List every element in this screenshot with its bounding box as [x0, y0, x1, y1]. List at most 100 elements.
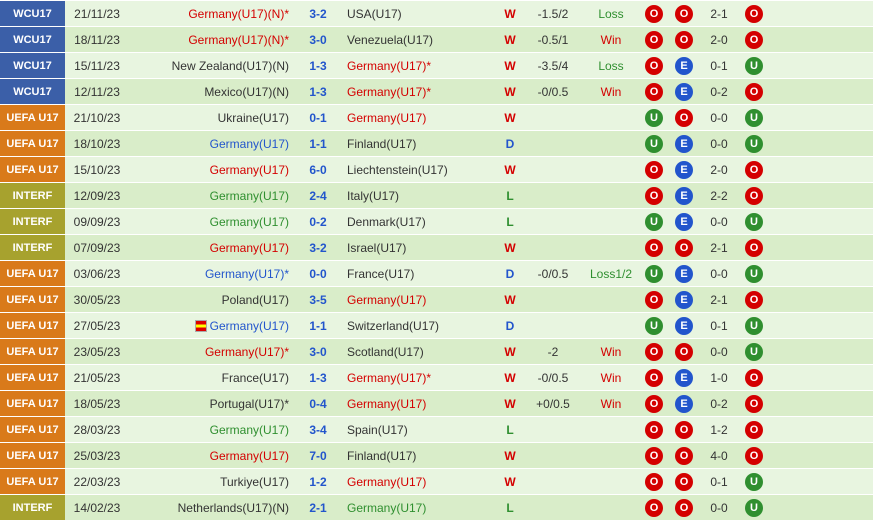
competition-badge[interactable]: INTERF	[0, 495, 65, 520]
score[interactable]: 6-0	[295, 163, 341, 177]
competition-badge[interactable]: UEFA U17	[0, 157, 65, 182]
score[interactable]: 1-1	[295, 319, 341, 333]
competition-badge[interactable]: UEFA U17	[0, 105, 65, 130]
home-team[interactable]: Mexico(U17)(N)	[129, 85, 295, 99]
home-team[interactable]: Germany(U17)	[129, 319, 295, 333]
match-row[interactable]: UEFA U1730/05/23Poland(U17)3-5Germany(U1…	[0, 286, 873, 312]
away-team[interactable]: Germany(U17)*	[341, 85, 497, 99]
competition-badge[interactable]: UEFA U17	[0, 339, 65, 364]
home-team[interactable]: Germany(U17)	[129, 215, 295, 229]
competition-badge[interactable]: UEFA U17	[0, 287, 65, 312]
match-row[interactable]: INTERF12/09/23Germany(U17)2-4Italy(U17)L…	[0, 182, 873, 208]
score[interactable]: 1-3	[295, 85, 341, 99]
away-team[interactable]: France(U17)	[341, 267, 497, 281]
match-row[interactable]: INTERF09/09/23Germany(U17)0-2Denmark(U17…	[0, 208, 873, 234]
away-team[interactable]: Denmark(U17)	[341, 215, 497, 229]
score[interactable]: 3-0	[295, 33, 341, 47]
away-team[interactable]: Spain(U17)	[341, 423, 497, 437]
match-row[interactable]: UEFA U1721/10/23Ukraine(U17)0-1Germany(U…	[0, 104, 873, 130]
away-team[interactable]: Scotland(U17)	[341, 345, 497, 359]
match-row[interactable]: UEFA U1721/05/23France(U17)1-3Germany(U1…	[0, 364, 873, 390]
competition-badge[interactable]: UEFA U17	[0, 391, 65, 416]
match-row[interactable]: UEFA U1715/10/23Germany(U17)6-0Liechtens…	[0, 156, 873, 182]
away-team[interactable]: Germany(U17)	[341, 475, 497, 489]
score[interactable]: 3-5	[295, 293, 341, 307]
score[interactable]: 1-1	[295, 137, 341, 151]
home-team[interactable]: Germany(U17)(N)*	[129, 33, 295, 47]
score[interactable]: 3-2	[295, 241, 341, 255]
home-team[interactable]: Germany(U17)	[129, 241, 295, 255]
competition-badge[interactable]: WCU17	[0, 53, 65, 78]
home-team[interactable]: Germany(U17)	[129, 189, 295, 203]
away-team[interactable]: Switzerland(U17)	[341, 319, 497, 333]
home-team[interactable]: Germany(U17)(N)*	[129, 7, 295, 21]
away-team[interactable]: Germany(U17)*	[341, 59, 497, 73]
competition-badge[interactable]: UEFA U17	[0, 313, 65, 338]
home-team[interactable]: Ukraine(U17)	[129, 111, 295, 125]
away-team[interactable]: Germany(U17)	[341, 501, 497, 515]
home-team[interactable]: Germany(U17)	[129, 449, 295, 463]
away-team[interactable]: Germany(U17)	[341, 111, 497, 125]
competition-badge[interactable]: INTERF	[0, 183, 65, 208]
competition-badge[interactable]: UEFA U17	[0, 131, 65, 156]
match-row[interactable]: WCU1718/11/23Germany(U17)(N)*3-0Venezuel…	[0, 26, 873, 52]
away-team[interactable]: Finland(U17)	[341, 137, 497, 151]
home-team[interactable]: Germany(U17)*	[129, 267, 295, 281]
score[interactable]: 1-2	[295, 475, 341, 489]
home-team[interactable]: Germany(U17)	[129, 137, 295, 151]
competition-badge[interactable]: INTERF	[0, 235, 65, 260]
score[interactable]: 7-0	[295, 449, 341, 463]
home-team[interactable]: Poland(U17)	[129, 293, 295, 307]
match-row[interactable]: INTERF07/09/23Germany(U17)3-2Israel(U17)…	[0, 234, 873, 260]
match-row[interactable]: UEFA U1727/05/23Germany(U17)1-1Switzerla…	[0, 312, 873, 338]
match-row[interactable]: UEFA U1725/03/23Germany(U17)7-0Finland(U…	[0, 442, 873, 468]
competition-badge[interactable]: UEFA U17	[0, 469, 65, 494]
home-team[interactable]: France(U17)	[129, 371, 295, 385]
match-row[interactable]: WCU1721/11/23Germany(U17)(N)*3-2USA(U17)…	[0, 0, 873, 26]
away-team[interactable]: Israel(U17)	[341, 241, 497, 255]
score[interactable]: 1-3	[295, 59, 341, 73]
home-team[interactable]: Portugal(U17)*	[129, 397, 295, 411]
away-team[interactable]: Germany(U17)	[341, 397, 497, 411]
match-row[interactable]: UEFA U1728/03/23Germany(U17)3-4Spain(U17…	[0, 416, 873, 442]
match-row[interactable]: UEFA U1722/03/23Turkiye(U17)1-2Germany(U…	[0, 468, 873, 494]
match-row[interactable]: WCU1712/11/23Mexico(U17)(N)1-3Germany(U1…	[0, 78, 873, 104]
match-row[interactable]: INTERF14/02/23Netherlands(U17)(N)2-1Germ…	[0, 494, 873, 520]
competition-badge[interactable]: WCU17	[0, 1, 65, 26]
competition-badge[interactable]: UEFA U17	[0, 443, 65, 468]
score[interactable]: 2-1	[295, 501, 341, 515]
home-team[interactable]: New Zealand(U17)(N)	[129, 59, 295, 73]
score[interactable]: 0-0	[295, 267, 341, 281]
match-row[interactable]: UEFA U1723/05/23Germany(U17)*3-0Scotland…	[0, 338, 873, 364]
match-row[interactable]: WCU1715/11/23New Zealand(U17)(N)1-3Germa…	[0, 52, 873, 78]
competition-badge[interactable]: UEFA U17	[0, 261, 65, 286]
home-team[interactable]: Turkiye(U17)	[129, 475, 295, 489]
away-team[interactable]: Germany(U17)*	[341, 371, 497, 385]
home-team[interactable]: Germany(U17)	[129, 163, 295, 177]
competition-badge[interactable]: UEFA U17	[0, 365, 65, 390]
score[interactable]: 0-2	[295, 215, 341, 229]
score[interactable]: 3-2	[295, 7, 341, 21]
match-row[interactable]: UEFA U1718/10/23Germany(U17)1-1Finland(U…	[0, 130, 873, 156]
competition-badge[interactable]: INTERF	[0, 209, 65, 234]
score[interactable]: 2-4	[295, 189, 341, 203]
score[interactable]: 1-3	[295, 371, 341, 385]
competition-badge[interactable]: WCU17	[0, 79, 65, 104]
home-team[interactable]: Germany(U17)*	[129, 345, 295, 359]
score[interactable]: 0-1	[295, 111, 341, 125]
score[interactable]: 0-4	[295, 397, 341, 411]
away-team[interactable]: USA(U17)	[341, 7, 497, 21]
away-team[interactable]: Germany(U17)	[341, 293, 497, 307]
score[interactable]: 3-4	[295, 423, 341, 437]
score[interactable]: 3-0	[295, 345, 341, 359]
home-team[interactable]: Netherlands(U17)(N)	[129, 501, 295, 515]
competition-badge[interactable]: UEFA U17	[0, 417, 65, 442]
away-team[interactable]: Italy(U17)	[341, 189, 497, 203]
match-row[interactable]: UEFA U1703/06/23Germany(U17)*0-0France(U…	[0, 260, 873, 286]
match-row[interactable]: UEFA U1718/05/23Portugal(U17)*0-4Germany…	[0, 390, 873, 416]
away-team[interactable]: Liechtenstein(U17)	[341, 163, 497, 177]
competition-badge[interactable]: WCU17	[0, 27, 65, 52]
away-team[interactable]: Venezuela(U17)	[341, 33, 497, 47]
home-team[interactable]: Germany(U17)	[129, 423, 295, 437]
away-team[interactable]: Finland(U17)	[341, 449, 497, 463]
